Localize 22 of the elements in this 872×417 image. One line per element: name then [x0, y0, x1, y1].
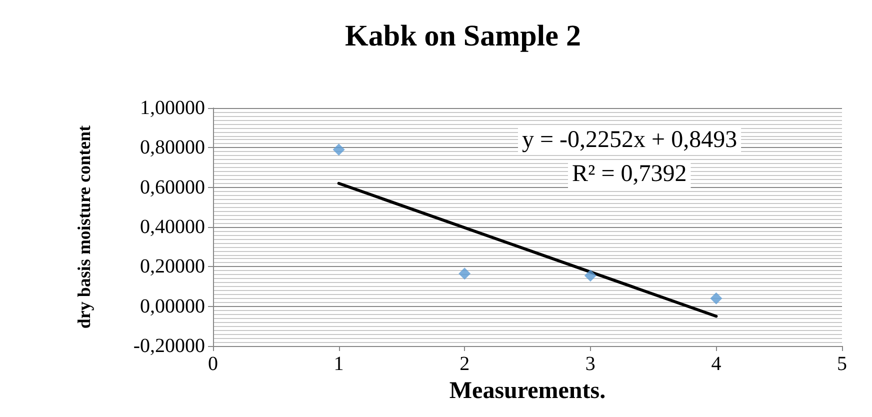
x-tick-label: 3: [585, 353, 596, 375]
point: [584, 270, 596, 282]
x-tick-label: 5: [837, 353, 847, 375]
point: [458, 268, 471, 280]
x-tick-label: 2: [460, 353, 470, 375]
y-tick-label: 1,00000: [140, 97, 205, 119]
x-tick-label: 1: [334, 353, 344, 375]
point: [332, 144, 345, 156]
chart-title: Kabk on Sample 2: [345, 20, 581, 52]
annotation: y = -0,2252x + 0,8493: [522, 127, 738, 153]
y-tick-label: 0,60000: [140, 176, 205, 198]
y-axis-title: dry basis moisture content: [74, 125, 94, 329]
y-tick-label: 0,20000: [140, 256, 205, 278]
annotation: R² = 0,7392: [572, 161, 687, 187]
y-tick-label: 0,00000: [140, 295, 205, 318]
x-axis-title: Measurements.: [449, 378, 606, 404]
y-tick-label: 0,40000: [140, 216, 205, 238]
point: [710, 292, 722, 304]
y-tick-label: -0,20000: [133, 335, 205, 357]
x-tick-label: 0: [208, 353, 218, 375]
y-tick-label: 0,80000: [140, 136, 205, 159]
x-tick-label: 4: [711, 353, 722, 375]
